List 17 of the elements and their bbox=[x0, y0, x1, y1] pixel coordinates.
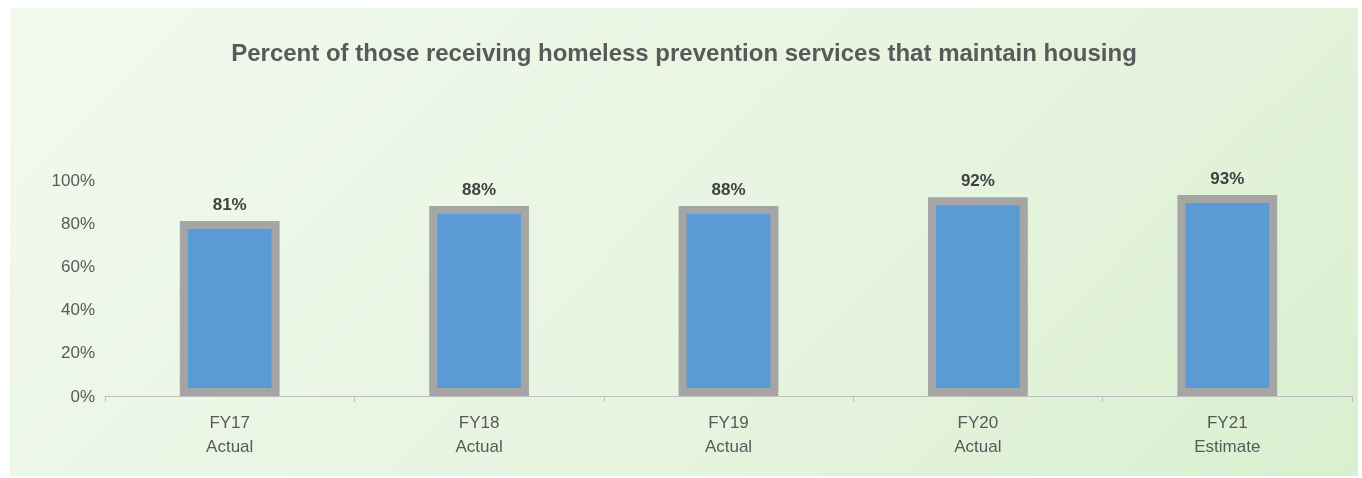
data-label: 88% bbox=[711, 179, 746, 199]
y-tick-label: 0% bbox=[70, 386, 95, 406]
y-tick-label: 100% bbox=[51, 170, 95, 190]
y-tick-label: 80% bbox=[60, 213, 95, 233]
x-tick-label: FY21 Estimate bbox=[1194, 412, 1261, 456]
y-tick-label: 20% bbox=[60, 343, 95, 363]
y-tick-label: 60% bbox=[60, 256, 95, 276]
y-tick-label: 40% bbox=[60, 300, 95, 320]
data-label: 88% bbox=[462, 179, 497, 199]
x-tick-label: FY19 Actual bbox=[704, 412, 753, 456]
x-tick-label: FY17 Actual bbox=[206, 412, 254, 456]
x-tick-label: FY20 Actual bbox=[954, 412, 1002, 456]
x-tick-label: FY18 Actual bbox=[455, 412, 503, 456]
data-label: 81% bbox=[212, 195, 247, 215]
data-label: 93% bbox=[1210, 169, 1245, 189]
chart-title: Percent of those receiving homeless prevention services that maintain housing bbox=[231, 38, 1137, 66]
data-label: 92% bbox=[960, 171, 995, 191]
